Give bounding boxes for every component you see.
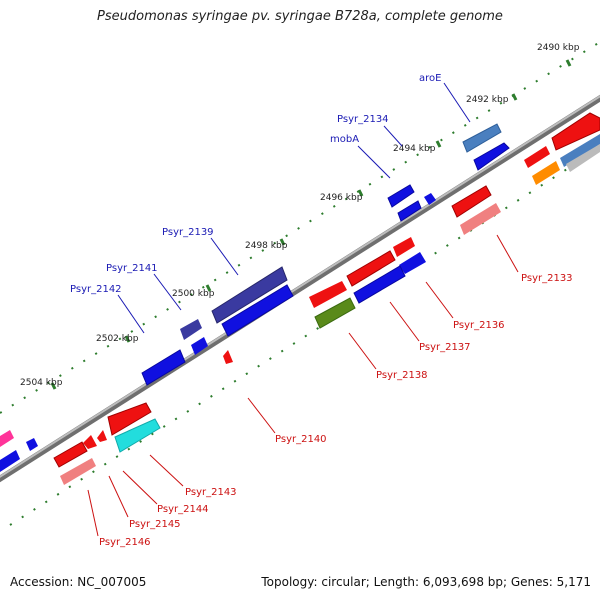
tick-label-2498: 2498 kbp	[245, 241, 288, 251]
tick-label-2494: 2494 kbp	[393, 144, 436, 154]
reverse-genes	[53, 112, 600, 485]
gene-label-Psyr_2137[interactable]: Psyr_2137	[419, 342, 471, 353]
gene-arrow-Psyr_2141[interactable]	[180, 319, 202, 340]
gene-arrow-Psyr_2133a[interactable]	[451, 185, 492, 218]
gene-arrow-small-left[interactable]	[26, 438, 38, 451]
gene-label-Psyr_2133[interactable]: Psyr_2133	[521, 273, 573, 284]
forward-leader-lines	[117, 82, 471, 334]
gene-label-Psyr_2136[interactable]: Psyr_2136	[453, 320, 505, 331]
gene-arrow-aroE[interactable]	[462, 123, 502, 153]
tick-label-2500: 2500 kbp	[172, 289, 215, 299]
forward-genes	[0, 123, 510, 472]
gene-arrow-Psyr_2133[interactable]	[460, 203, 501, 235]
reverse-leader-lines	[87, 234, 519, 537]
genome-backbone	[0, 94, 600, 483]
gene-arrow-Psyr_2134[interactable]	[387, 184, 415, 208]
gene-label-Psyr_2138[interactable]: Psyr_2138	[376, 370, 428, 381]
gene-label-Psyr_2139[interactable]: Psyr_2139	[162, 227, 214, 238]
gene-arrow-red-right1[interactable]	[551, 112, 600, 151]
gene-label-Psyr_2140[interactable]: Psyr_2140	[275, 434, 327, 445]
gene-arrow-Psyr_2140[interactable]	[223, 350, 233, 364]
gene-arrow-Psyr_2143[interactable]	[107, 402, 152, 436]
gene-arrow-Psyr_2142[interactable]	[141, 349, 186, 386]
gene-arrow-Psyr_2138a[interactable]	[309, 281, 347, 308]
gene-arrow-fwd-left[interactable]	[0, 450, 20, 472]
gene-label-Psyr_2142[interactable]: Psyr_2142	[70, 284, 122, 295]
tick-label-2490: 2490 kbp	[537, 43, 580, 53]
gene-label-Psyr_2146[interactable]: Psyr_2146	[99, 537, 151, 548]
accession-text: Accession: NC_007005	[10, 575, 147, 589]
map-title: Pseudomonas syringae pv. syringae B728a,…	[97, 9, 503, 24]
gene-arrow-Psyr_2143b[interactable]	[114, 418, 161, 453]
gene-label-aroE[interactable]: aroE	[419, 73, 441, 84]
gene-arrow-grey-right[interactable]	[566, 144, 600, 172]
gene-arrow-small-fwd[interactable]	[424, 193, 436, 205]
lower-tick-guide	[9, 147, 600, 526]
gene-arrow-Psyr_2146a[interactable]	[53, 441, 88, 468]
gene-arrow-Psyr_2144[interactable]	[97, 430, 107, 442]
gene-arrow-Psyr_2146[interactable]	[60, 458, 96, 485]
gene-arrow-orange[interactable]	[532, 161, 560, 185]
gene-arrow-pink-left[interactable]	[0, 430, 14, 447]
genome-summary-text: Topology: circular; Length: 6,093,698 bp…	[261, 575, 591, 589]
gene-label-Psyr_2143[interactable]: Psyr_2143	[185, 487, 237, 498]
gene-label-mobA[interactable]: mobA	[330, 134, 359, 145]
gene-arrow-Psyr_2136a[interactable]	[393, 237, 415, 257]
gene-arrow-Psyr_2139[interactable]	[211, 266, 288, 324]
tick-label-2502: 2502 kbp	[96, 334, 139, 344]
gene-label-Psyr_2144[interactable]: Psyr_2144	[157, 504, 209, 515]
gene-label-Psyr_2134[interactable]: Psyr_2134	[337, 114, 389, 125]
tick-label-2504: 2504 kbp	[20, 378, 63, 388]
gene-arrow-fwd-small2[interactable]	[191, 337, 208, 355]
genome-backbone-highlight	[0, 95, 600, 478]
gene-arrow-Psyr_2138[interactable]	[314, 297, 356, 329]
gene-label-Psyr_2145[interactable]: Psyr_2145	[129, 519, 181, 530]
upper-tick-guide	[0, 41, 600, 414]
gene-arrow-red-right2[interactable]	[524, 146, 550, 168]
gene-label-Psyr_2141[interactable]: Psyr_2141	[106, 263, 158, 274]
gene-arrow-fwd-2499[interactable]	[221, 284, 294, 337]
gene-arrow-Psyr_2145[interactable]	[83, 435, 97, 449]
gene-arrow-Psyr_2137a[interactable]	[346, 250, 396, 287]
tick-label-2496: 2496 kbp	[320, 193, 363, 203]
gene-arrow-mobA[interactable]	[397, 200, 422, 222]
major-ticks	[50, 59, 572, 390]
gene-arrow-fwd-2492[interactable]	[473, 142, 510, 171]
tick-label-2492: 2492 kbp	[466, 95, 509, 105]
gene-arrow-Psyr_2136[interactable]	[399, 252, 426, 274]
gene-arrow-steel-right[interactable]	[560, 134, 600, 167]
gene-arrow-Psyr_2137[interactable]	[353, 265, 406, 304]
